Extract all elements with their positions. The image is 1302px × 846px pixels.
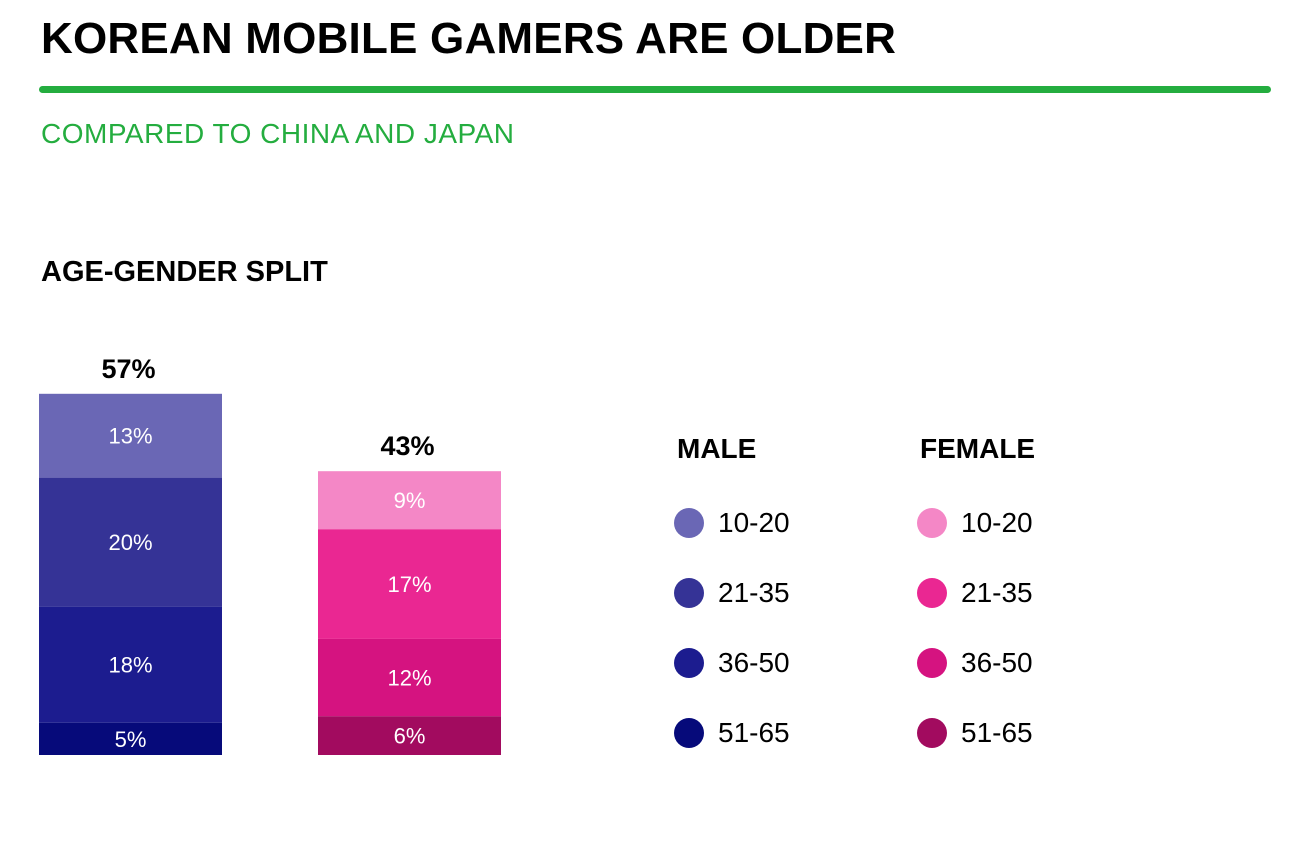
legend-item-male-51-65: 51-65 (674, 717, 790, 748)
bar-segment-label: 5% (115, 727, 147, 752)
bar-segment-female-51-65 (318, 716, 501, 755)
chart-title: AGE-GENDER SPLIT (41, 256, 328, 288)
legend-item-male-21-35: 21-35 (674, 577, 790, 608)
bar-segment-label: 6% (394, 724, 426, 749)
bar-segment-label: 17% (387, 572, 431, 597)
bar-segment-female-21-35 (318, 529, 501, 639)
legend-item-female-36-50: 36-50 (917, 647, 1033, 678)
legend-dot-icon (674, 508, 704, 538)
legend-item-male-36-50: 36-50 (674, 647, 790, 678)
legend-label: 36-50 (718, 647, 790, 678)
bar-total-label-male: 57% (101, 354, 155, 384)
bar-total-label-female: 43% (380, 431, 434, 461)
legend-dot-icon (674, 578, 704, 608)
age-gender-chart: 13% 20% 18% 5% 57% 9% 17% 12% 6% 43% (39, 354, 501, 755)
legend-label: 21-35 (961, 577, 1033, 608)
bar-segment-label: 20% (108, 530, 152, 555)
legend-item-male-10-20: 10-20 (674, 507, 790, 538)
legend-item-female-10-20: 10-20 (917, 507, 1033, 538)
bar-segment-label: 18% (108, 653, 152, 678)
page-subtitle: COMPARED TO CHINA AND JAPAN (41, 118, 515, 149)
legend-label: 10-20 (961, 507, 1033, 538)
legend-dot-icon (674, 718, 704, 748)
legend-label: 36-50 (961, 647, 1033, 678)
legend-dot-icon (917, 648, 947, 678)
legend-dot-icon (917, 578, 947, 608)
legend-item-female-51-65: 51-65 (917, 717, 1033, 748)
bar-segment-female-36-50 (318, 638, 501, 717)
bar-segment-label: 12% (387, 666, 431, 691)
bar-segment-label: 9% (394, 488, 426, 513)
bar-segment-male-21-35 (39, 477, 222, 607)
legend-label: 51-65 (718, 717, 790, 748)
legend-dot-icon (674, 648, 704, 678)
legend-item-female-21-35: 21-35 (917, 577, 1033, 608)
legend-label: 51-65 (961, 717, 1033, 748)
bar-segment-male-36-50 (39, 606, 222, 723)
legend-heading-male: MALE (677, 433, 757, 464)
bar-segment-male-51-65 (39, 722, 222, 755)
page-title: KOREAN MOBILE GAMERS ARE OLDER (41, 14, 897, 63)
legend-dot-icon (917, 718, 947, 748)
legend-heading-female: FEMALE (920, 433, 1036, 464)
bar-segment-male-10-20 (39, 393, 222, 478)
bar-segment-label: 13% (108, 424, 152, 449)
legend-label: 21-35 (718, 577, 790, 608)
legend-label: 10-20 (718, 507, 790, 538)
legend-dot-icon (917, 508, 947, 538)
title-divider (39, 86, 1271, 93)
bar-segment-female-10-20 (318, 471, 501, 530)
